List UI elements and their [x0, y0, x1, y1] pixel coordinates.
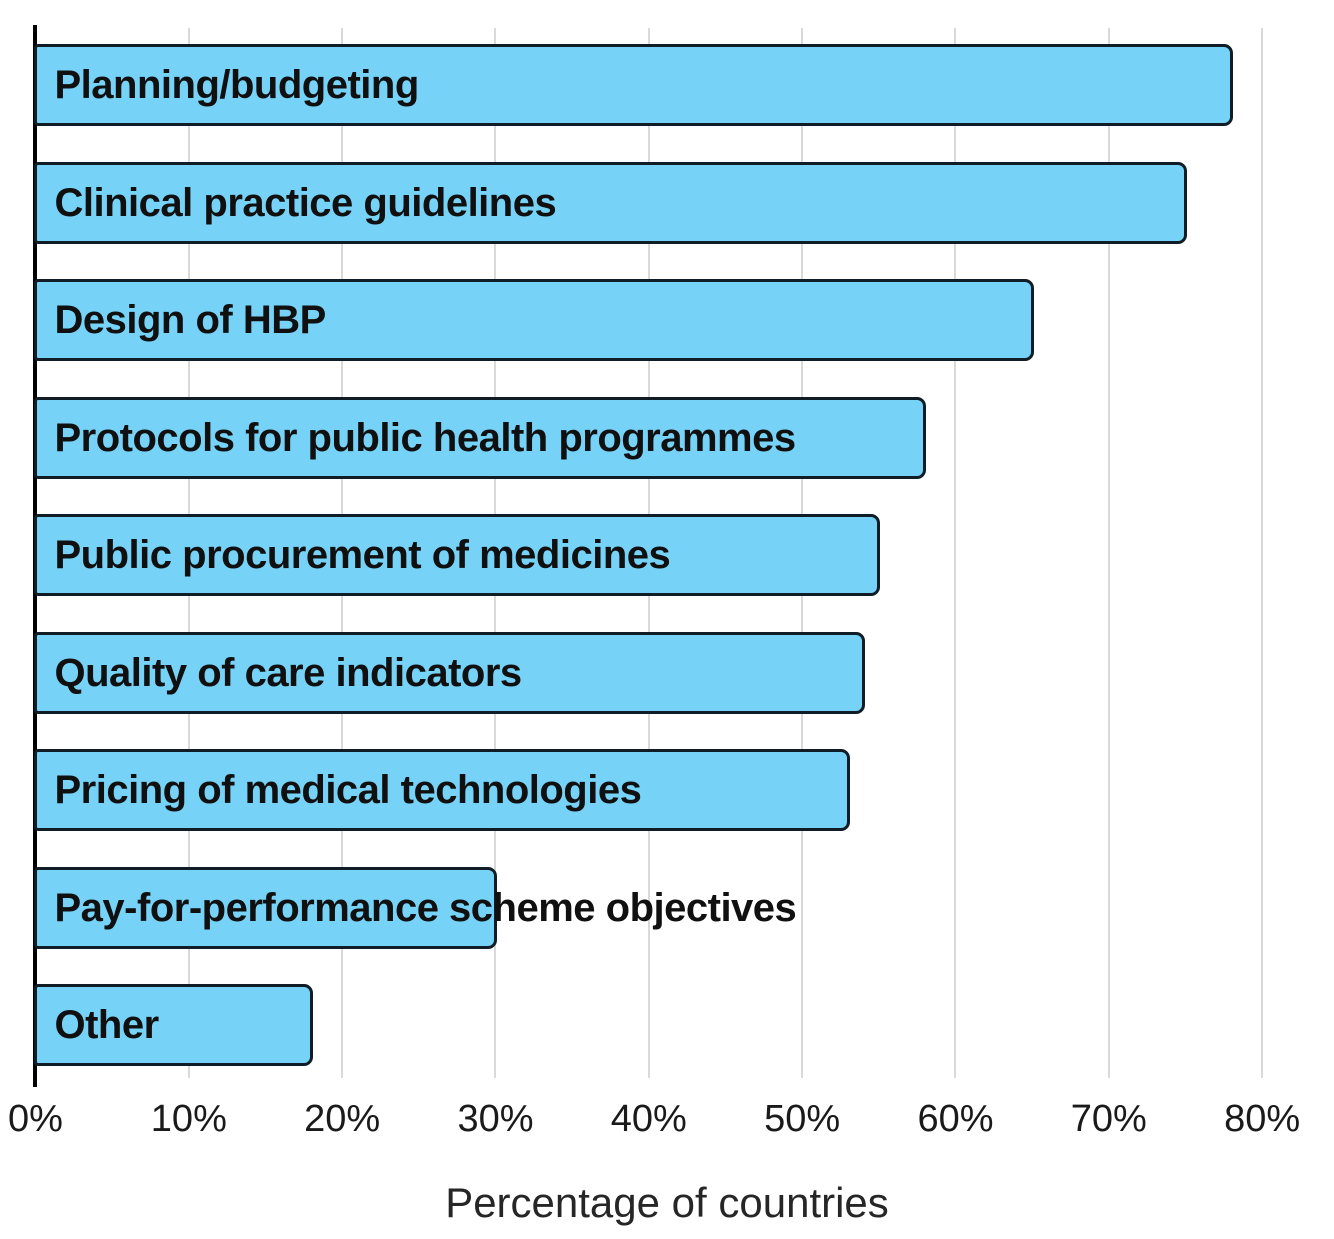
bar-clinical-practice-guidelines — [34, 161, 1187, 244]
bar-design-of-hbp — [34, 279, 1034, 361]
bar-label-clinical-practice-guidelines: Clinical practice guidelines — [54, 180, 557, 225]
bar-other — [34, 984, 313, 1066]
x-tick-0: 0% — [8, 1098, 63, 1140]
bar-pricing-of-medical-technologies — [34, 749, 850, 831]
x-tick-70: 70% — [1070, 1098, 1147, 1140]
x-tick-40: 40% — [610, 1098, 687, 1140]
x-tick-60: 60% — [917, 1098, 994, 1140]
bar-label-public-procurement-of-medicines: Public procurement of medicines — [54, 533, 671, 577]
bar-quality-of-care-indicators — [34, 631, 865, 714]
bar-label-other: Other — [54, 1003, 160, 1047]
bar-label-quality-of-care-indicators: Quality of care indicators — [54, 650, 523, 695]
gridline-70 — [1107, 28, 1110, 1078]
x-tick-10: 10% — [150, 1098, 227, 1140]
x-tick-50: 50% — [764, 1098, 841, 1140]
bar-label-design-of-hbp: Design of HBP — [54, 298, 327, 342]
bar-pay-for-performance-scheme-objectives — [34, 866, 497, 949]
x-tick-20: 20% — [304, 1098, 381, 1140]
bar-label-planning-budgeting: Planning/budgeting — [54, 63, 420, 107]
bar-label-pay-for-performance-scheme-objectives: Pay-for-performance scheme objectives — [54, 885, 797, 930]
bar-planning-budgeting — [34, 44, 1233, 126]
bar-label-pricing-of-medical-technologies: Pricing of medical technologies — [54, 768, 642, 812]
x-axis-title: Percentage of countries — [445, 1179, 889, 1226]
bar-public-procurement-of-medicines — [34, 514, 880, 596]
gridline-60 — [954, 28, 957, 1078]
x-tick-80: 80% — [1224, 1098, 1301, 1140]
bar-label-protocols-for-public-health-programmes: Protocols for public health programmes — [54, 415, 797, 460]
x-tick-30: 30% — [457, 1098, 534, 1140]
bar-protocols-for-public-health-programmes — [34, 396, 926, 479]
gridline-80 — [1261, 28, 1264, 1078]
